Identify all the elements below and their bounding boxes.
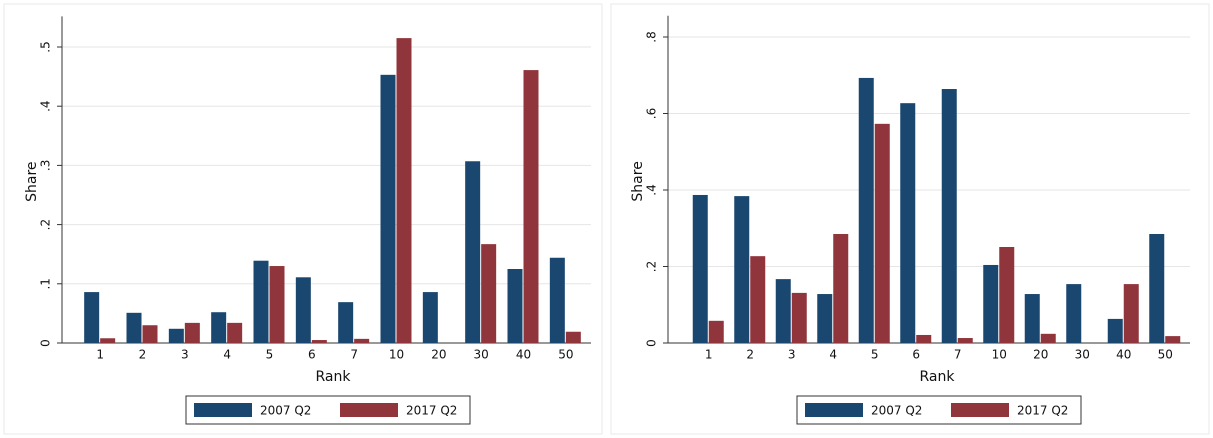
- legend-label: 2007 Q2: [871, 404, 922, 418]
- x-tick-label: 1: [705, 348, 713, 362]
- x-tick-label: 6: [912, 348, 920, 362]
- legend-label: 2017 Q2: [406, 404, 457, 418]
- bar: [465, 161, 481, 343]
- bar: [734, 196, 750, 343]
- bar: [692, 194, 708, 343]
- bar: [295, 277, 311, 343]
- bar: [523, 70, 539, 343]
- bar: [211, 312, 227, 343]
- bar: [1149, 233, 1165, 343]
- x-tick-label: 3: [181, 348, 189, 362]
- bar: [338, 302, 354, 343]
- y-tick-label: 0: [645, 339, 659, 347]
- bar: [565, 331, 581, 343]
- bar: [396, 38, 412, 344]
- y-tick-label: .6: [645, 108, 659, 119]
- legend-swatch: [805, 403, 863, 417]
- bar: [100, 338, 116, 343]
- x-tick-label: 2: [746, 348, 754, 362]
- bar: [311, 340, 327, 343]
- bar: [999, 246, 1015, 343]
- y-tick-label: .5: [39, 41, 53, 52]
- y-tick-label: .8: [645, 31, 659, 42]
- bar: [227, 322, 243, 343]
- x-tick-label: 5: [266, 348, 274, 362]
- x-tick-label: 10: [389, 348, 404, 362]
- bar: [791, 292, 807, 343]
- bar: [833, 233, 849, 343]
- bar: [750, 256, 766, 343]
- bar: [269, 266, 285, 343]
- bar: [1066, 284, 1082, 343]
- panel-frame: [3, 3, 603, 435]
- x-tick-label: 5: [871, 348, 879, 362]
- bar: [957, 338, 973, 343]
- x-tick-label: 4: [223, 348, 231, 362]
- bar: [1024, 294, 1040, 343]
- y-tick-label: 0: [39, 339, 53, 347]
- x-tick-label: 2: [139, 348, 147, 362]
- x-tick-label: 40: [1116, 348, 1131, 362]
- y-tick-label: .3: [39, 160, 53, 171]
- bar: [1123, 284, 1139, 343]
- y-axis-title: Share: [24, 161, 40, 201]
- y-tick-label: .2: [645, 261, 659, 272]
- bar: [354, 338, 370, 343]
- bar: [1040, 333, 1056, 343]
- legend-swatch: [951, 403, 1009, 417]
- bar: [481, 244, 497, 343]
- x-tick-label: 20: [431, 348, 446, 362]
- bar: [858, 77, 874, 344]
- x-axis-title: Rank: [920, 369, 956, 385]
- bar: [507, 269, 523, 343]
- x-tick-label: 7: [954, 348, 962, 362]
- x-tick-label: 50: [558, 348, 573, 362]
- legend-label: 2007 Q2: [260, 404, 311, 418]
- bar: [916, 334, 932, 343]
- legend-swatch: [340, 403, 398, 417]
- legend-swatch: [194, 403, 252, 417]
- x-tick-label: 50: [1158, 348, 1173, 362]
- bar: [253, 260, 269, 343]
- bar: [126, 312, 142, 343]
- bar: [817, 294, 833, 343]
- bar: [184, 322, 200, 343]
- bar: [775, 279, 791, 343]
- y-axis-title: Share: [630, 161, 646, 201]
- x-tick-label: 4: [829, 348, 837, 362]
- bar: [168, 328, 184, 343]
- x-tick-label: 6: [308, 348, 316, 362]
- bar: [708, 320, 724, 343]
- x-axis-title: Rank: [316, 369, 352, 385]
- y-tick-label: .1: [39, 278, 53, 289]
- bar: [1107, 318, 1123, 343]
- bar: [84, 292, 100, 343]
- bar: [422, 292, 438, 343]
- x-tick-label: 30: [474, 348, 489, 362]
- y-tick-label: .4: [645, 184, 659, 195]
- x-tick-label: 7: [350, 348, 358, 362]
- x-tick-label: 20: [1033, 348, 1048, 362]
- x-tick-label: 30: [1075, 348, 1090, 362]
- bar: [1165, 336, 1181, 343]
- bar: [900, 103, 916, 343]
- panel-frame: [610, 3, 1210, 435]
- bar: [549, 257, 565, 343]
- x-tick-label: 10: [992, 348, 1007, 362]
- y-tick-label: .2: [39, 219, 53, 230]
- y-tick-label: .4: [39, 100, 53, 111]
- x-tick-label: 40: [516, 348, 531, 362]
- bar: [983, 264, 999, 343]
- bar: [142, 325, 158, 343]
- bar: [874, 123, 890, 343]
- x-tick-label: 1: [96, 348, 104, 362]
- x-tick-label: 3: [788, 348, 796, 362]
- legend-label: 2017 Q2: [1017, 404, 1068, 418]
- bar: [380, 74, 396, 343]
- bar: [941, 89, 957, 344]
